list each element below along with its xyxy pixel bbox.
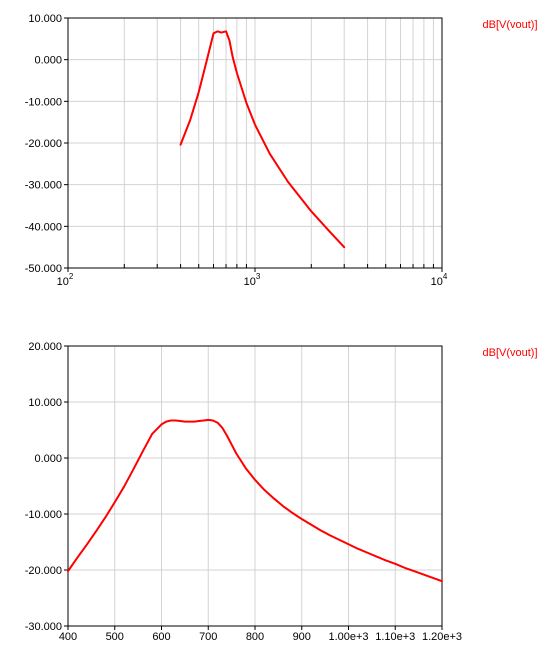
y-tick-label: 10.000: [28, 397, 62, 409]
x-tick-label: 800: [246, 631, 264, 643]
x-tick-label: 1.20e+3: [422, 631, 462, 643]
y-tick-label: -10.000: [25, 509, 62, 521]
legend-entry: dB[V(vout)]: [482, 19, 537, 31]
x-tick-label: 1.10e+3: [375, 631, 415, 643]
x-tick-label: 500: [106, 631, 124, 643]
x-tick-label: 104: [431, 272, 448, 288]
y-tick-label: -30.000: [25, 621, 62, 633]
y-tick-label: 0.000: [34, 55, 62, 67]
plot-top-log-frequency: 10.000 0.000 -10.000 -20.000 -30.000 -40.000 -…: [25, 13, 538, 288]
y-tick-label: -40.000: [25, 221, 62, 233]
x-tick-label: 900: [293, 631, 311, 643]
series-line: [179, 30, 346, 249]
y-tick-label: -30.000: [25, 180, 62, 192]
y-tick-label: -20.000: [25, 138, 62, 150]
y-tick-label: -50.000: [25, 263, 62, 275]
y-tick-label: 10.000: [28, 13, 62, 25]
x-tick-label: 1.00e+3: [328, 631, 368, 643]
y-tick-label: -20.000: [25, 565, 62, 577]
x-tick-label: 600: [152, 631, 170, 643]
series-line: [67, 418, 443, 583]
legend-entry: dB[V(vout)]: [482, 347, 537, 359]
y-tick-label: 20.000: [28, 341, 62, 353]
y-tick-label: 0.000: [34, 453, 62, 465]
y-tick-label: -10.000: [25, 96, 62, 108]
x-tick-label: 102: [57, 272, 74, 288]
plot-bottom-linear-frequency: 20.000 10.000 0.000 -10.000 -20.000 -30.00040…: [25, 341, 538, 643]
x-tick-label: 103: [244, 272, 261, 288]
x-tick-label: 400: [59, 631, 77, 643]
x-tick-label: 700: [199, 631, 217, 643]
